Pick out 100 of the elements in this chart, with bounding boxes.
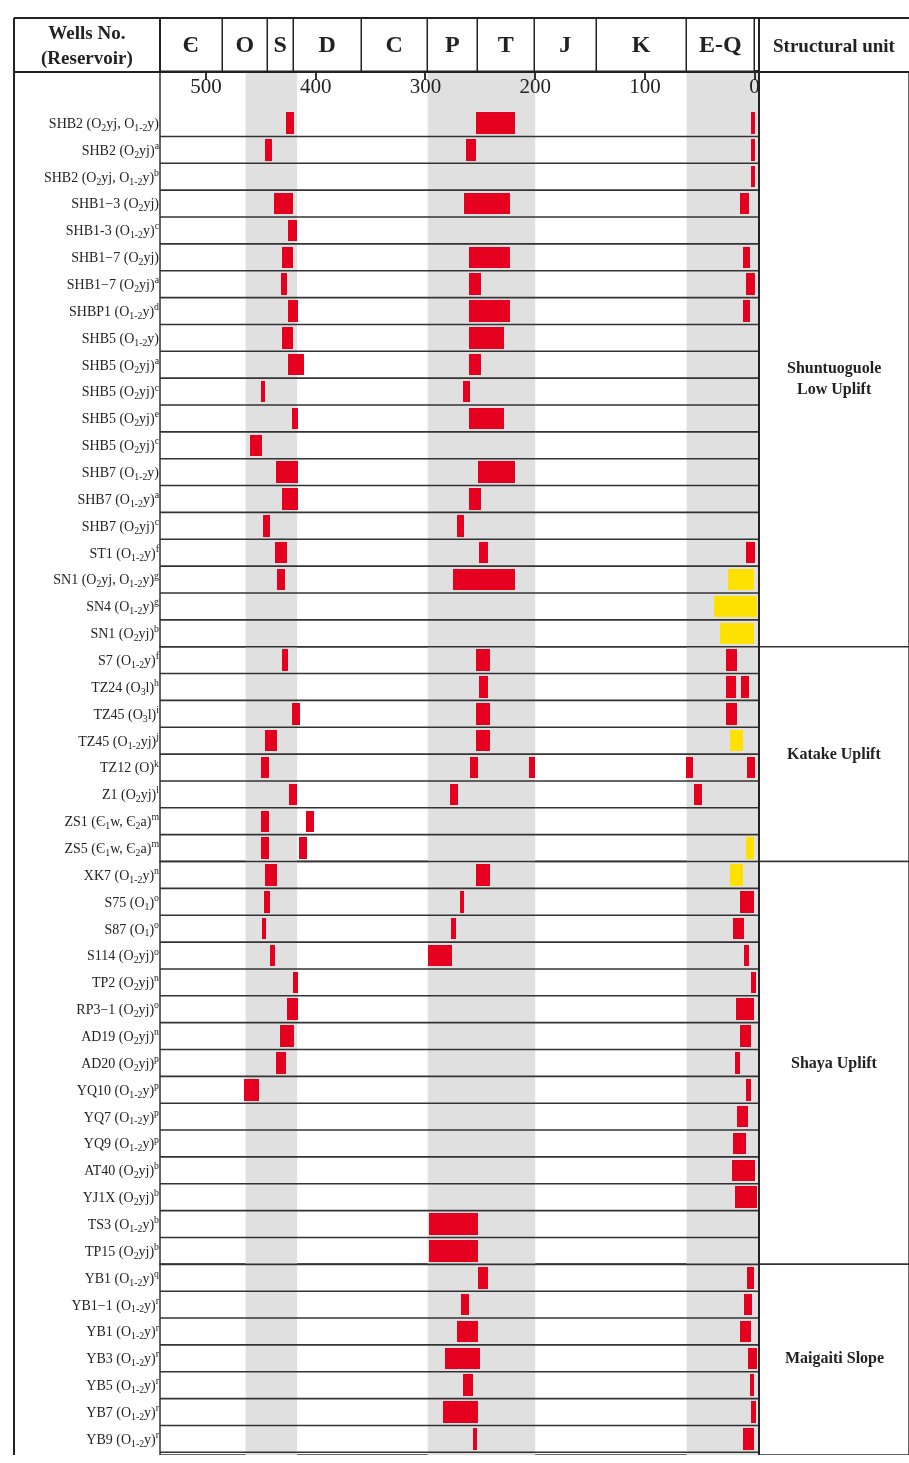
y-tick-label: SHB5 (O$_{2}$yj)$^{c}$ [81, 381, 160, 402]
y-tick-label: YB9 (O$_{1-2}$y)$^{r}$ [86, 1428, 160, 1449]
y-tick-label: SHB5 (O$_{2}$yj)$^{c}$ [81, 435, 160, 456]
bar [261, 381, 265, 402]
bar [714, 596, 757, 617]
bar [747, 757, 755, 778]
bar [743, 247, 750, 268]
y-tick-label: SN1 (O$_{2}$yj)$^{b}$ [90, 623, 160, 644]
y-tick-label: AT40 (O$_{2}$yj)$^{b}$ [84, 1160, 160, 1181]
bar [286, 112, 294, 134]
y-tick-label: S7 (O$_{1-2}$y)$^{f}$ [97, 650, 160, 670]
bar [262, 918, 266, 939]
bar [470, 757, 478, 778]
y-tick-label: SHB7 (O$_{2}$yj)$^{c}$ [81, 515, 160, 536]
y-tick-label: YQ7 (O$_{1-2}$y)$^{p}$ [83, 1106, 160, 1127]
bar [740, 891, 754, 913]
bar [265, 139, 272, 161]
series-label: Є [182, 31, 199, 58]
y2-axis-title: Structural unit [773, 35, 896, 56]
y-tick-label: AD19 (O$_{2}$yj)$^{n}$ [81, 1026, 160, 1046]
series-label: K [631, 31, 651, 58]
bar [453, 569, 515, 590]
bar [276, 461, 298, 483]
bar [265, 730, 277, 751]
bar [736, 998, 754, 1020]
bar [476, 703, 490, 725]
y-tick-label: ST1 (O$_{1-2}$y)$^{f}$ [89, 542, 160, 563]
bar [293, 972, 298, 993]
y-tick-label: TP15 (O$_{2}$yj)$^{b}$ [85, 1240, 160, 1261]
bar [250, 435, 262, 456]
band-label: Shaya Uplift [791, 1054, 878, 1072]
bar [281, 273, 287, 295]
y-tick-label: TP2 (O$_{2}$yj)$^{n}$ [92, 972, 160, 993]
y-tick-label: SHB5 (O$_{2}$yj)$^{e}$ [81, 408, 160, 429]
bar [476, 649, 490, 671]
bar [751, 1401, 756, 1423]
bar [751, 112, 755, 134]
bar [737, 1106, 748, 1127]
y-tick-label: SHB1−7 (O$_{2}$yj) [71, 250, 160, 268]
y-tick-label: SHB1-3 (O$_{1-2}$y)$^{c}$ [65, 220, 160, 241]
bar [275, 542, 287, 563]
y-tick-label: S114 (O$_{2}$yj)$^{o}$ [87, 945, 160, 966]
bar [741, 676, 749, 698]
bar [469, 354, 481, 375]
bar [299, 837, 307, 859]
y-tick-label: YQ10 (O$_{1-2}$y)$^{p}$ [76, 1079, 160, 1100]
bar [277, 569, 285, 590]
y-tick-label: TS3 (O$_{1-2}$y)$^{b}$ [87, 1214, 160, 1234]
bar [306, 811, 314, 832]
bar [740, 1321, 751, 1342]
bar [263, 515, 270, 537]
bar [726, 703, 737, 725]
y-tick-label: TZ45 (O$_{1-2}$yj)$^{j}$ [78, 730, 159, 751]
y-tick-label: SHB1−3 (O$_{2}$yj) [71, 196, 160, 214]
bar [746, 837, 754, 859]
band-label: Katake Uplift [787, 745, 882, 763]
bar [735, 1186, 757, 1208]
bar [282, 327, 293, 349]
bar [751, 166, 755, 187]
y-tick-label: Z1 (O$_{2}$yj)$^{l}$ [101, 784, 160, 805]
bar [733, 1133, 746, 1154]
bar [476, 112, 515, 134]
bar [740, 1025, 751, 1047]
bar [478, 1267, 488, 1289]
bar [265, 864, 277, 886]
bar [751, 972, 756, 993]
bar [288, 220, 297, 241]
bar [694, 784, 702, 805]
y-tick-label: SHB1−7 (O$_{2}$yj)$^{a}$ [66, 274, 160, 294]
x-tick-label: 200 [519, 74, 551, 99]
bar [747, 1267, 754, 1289]
y-tick-label: YQ9 (O$_{1-2}$y)$^{p}$ [83, 1133, 160, 1154]
bar [292, 703, 300, 725]
bar [744, 945, 749, 966]
series-label: O [235, 31, 255, 58]
y-tick-label: YB5 (O$_{1-2}$y)$^{r}$ [86, 1375, 160, 1396]
bar [529, 757, 535, 778]
bar [457, 1321, 478, 1342]
y-tick-label: XK7 (O$_{1-2}$y)$^{n}$ [83, 864, 160, 885]
y-tick-label: S75 (O$_{1}$)$^{o}$ [104, 891, 160, 912]
bar [264, 891, 270, 913]
bar [740, 193, 749, 214]
bar [750, 1374, 754, 1396]
bar [469, 247, 510, 268]
bar [746, 542, 755, 563]
y-tick-label: SHB5 (O$_{1-2}$y) [81, 330, 160, 348]
y-tick-label: AD20 (O$_{2}$yj)$^{p}$ [81, 1052, 160, 1073]
bar [451, 918, 456, 939]
y-tick-label: RP3−1 (O$_{2}$yj)$^{o}$ [76, 999, 160, 1020]
y-tick-label: S87 (O$_{1}$)$^{o}$ [104, 918, 160, 939]
bar [287, 998, 298, 1020]
bar [443, 1401, 478, 1423]
bar [743, 300, 750, 322]
y-tick-label: SHB5 (O$_{2}$yj)$^{a}$ [81, 354, 160, 375]
y-tick-label: YB1−1 (O$_{1-2}$y)$^{r}$ [71, 1294, 160, 1315]
y-tick-label: SHB2 (O$_{2}$yj, O$_{1-2}$y)$^{b}$ [43, 166, 160, 187]
bar [429, 1213, 478, 1235]
x-tick-label: 500 [190, 74, 222, 99]
bar [730, 864, 743, 886]
bar [746, 1079, 751, 1101]
